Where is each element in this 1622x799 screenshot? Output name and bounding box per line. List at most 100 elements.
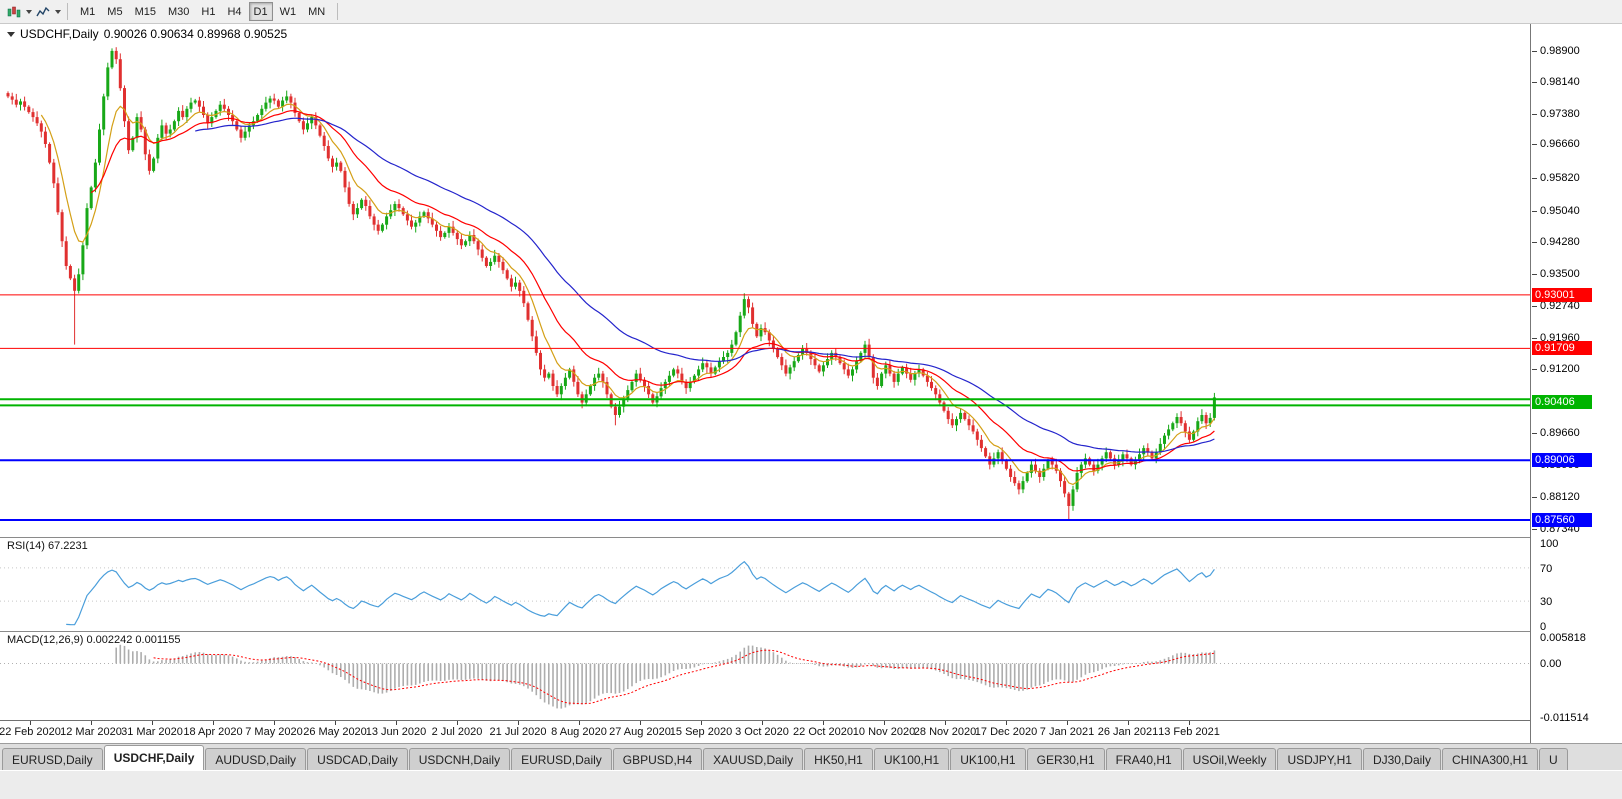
date-label: 21 Jul 2020 xyxy=(489,726,547,738)
price-tick-label: 0.89660 xyxy=(1540,427,1580,439)
rsi-indicator-pane[interactable]: RSI(14) 67.2231 xyxy=(0,538,1530,631)
date-tick-mark xyxy=(335,721,336,725)
symbol-tab-usdcad-daily[interactable]: USDCAD,Daily xyxy=(307,748,408,770)
price-line-value-badge[interactable]: 0.93001 xyxy=(1532,288,1592,302)
price-line-value-badge[interactable]: 0.89006 xyxy=(1532,453,1592,467)
date-tick-mark xyxy=(884,721,885,725)
top-toolbar: M1 M5 M15 M30 H1 H4 D1 W1 MN xyxy=(0,0,1622,24)
date-tick-mark xyxy=(274,721,275,725)
timeframe-button-m30[interactable]: M30 xyxy=(167,5,190,18)
symbol-tab-eurusd-daily[interactable]: EURUSD,Daily xyxy=(2,748,103,770)
candlestick-chart-canvas[interactable] xyxy=(0,24,1530,537)
symbol-tab-usdcnh-daily[interactable]: USDCNH,Daily xyxy=(408,748,511,770)
macd-canvas[interactable] xyxy=(0,632,1530,720)
date-label: 15 Sep 2020 xyxy=(669,726,733,738)
axis-splitter xyxy=(0,720,1622,721)
macd-scale-label: -0.011514 xyxy=(1540,712,1589,724)
toolbar-separator xyxy=(337,3,339,20)
symbol-tab-china300-h1[interactable]: CHINA300,H1 xyxy=(1441,748,1539,770)
date-label: 18 Apr 2020 xyxy=(183,726,243,738)
symbol-tab-usoil-weekly[interactable]: USOil,Weekly xyxy=(1182,748,1277,770)
moving-average-line-20 xyxy=(90,110,1215,472)
symbol-tab-usdjpy-h1[interactable]: USDJPY,H1 xyxy=(1277,748,1362,770)
symbol-tab-uk100-h1[interactable]: UK100,H1 xyxy=(950,748,1026,770)
date-label: 13 Jun 2020 xyxy=(365,726,427,738)
price-tick-label: 0.91200 xyxy=(1540,363,1580,375)
timeframe-button-mn[interactable]: MN xyxy=(308,5,326,18)
price-axis[interactable]: 0.98900 0.98140 0.97380 0.96660 0.95820 0.950… xyxy=(1530,24,1622,743)
symbol-tab-hk50-h1[interactable]: HK50,H1 xyxy=(804,748,873,770)
symbol-tab-audusd-daily[interactable]: AUDUSD,Daily xyxy=(205,748,307,770)
symbol-tab-xauusd-daily[interactable]: XAUUSD,Daily xyxy=(703,748,804,770)
date-label: 31 Mar 2020 xyxy=(121,726,183,738)
timeframe-button-h1[interactable]: H1 xyxy=(201,5,216,18)
rsi-scale-label: 100 xyxy=(1540,538,1559,550)
horizontal-line-objects[interactable] xyxy=(0,294,1530,521)
date-label: 27 Aug 2020 xyxy=(609,726,671,738)
price-line-value-badge[interactable]: 0.90406 xyxy=(1532,395,1592,409)
macd-scale-label: 0.005818 xyxy=(1540,632,1586,644)
price-tick-label: 0.98140 xyxy=(1540,76,1580,88)
date-label: 26 May 2020 xyxy=(303,726,367,738)
pane-splitter[interactable] xyxy=(0,537,1622,538)
macd-histogram xyxy=(115,644,1216,709)
timeframe-button-m5[interactable]: M5 xyxy=(107,5,123,18)
date-label: 3 Oct 2020 xyxy=(735,726,789,738)
timeframe-button-m15[interactable]: M15 xyxy=(134,5,156,18)
chart-template-dropdown-icon[interactable] xyxy=(55,9,61,14)
moving-average-line-45 xyxy=(195,117,1215,453)
date-tick-mark xyxy=(518,721,519,725)
date-label: 10 Nov 2020 xyxy=(852,726,916,738)
date-tick-mark xyxy=(945,721,946,725)
symbol-tab-eurusd-daily[interactable]: EURUSD,Daily xyxy=(511,748,612,770)
symbol-tab-dj30-daily[interactable]: DJ30,Daily xyxy=(1362,748,1441,770)
symbol-tab-usdchf-daily[interactable]: USDCHF,Daily xyxy=(103,745,205,770)
price-tick-mark xyxy=(1532,274,1537,275)
date-label: 28 Nov 2020 xyxy=(913,726,977,738)
symbol-tab-uk100-h1[interactable]: UK100,H1 xyxy=(873,748,950,770)
price-line-value-badge[interactable]: 0.91709 xyxy=(1532,341,1592,355)
price-tick-label: 0.95820 xyxy=(1540,172,1580,184)
price-tick-label: 0.92740 xyxy=(1540,300,1580,312)
collapse-chart-icon[interactable] xyxy=(7,31,15,37)
price-tick-mark xyxy=(1532,369,1537,370)
price-tick-label: 0.88120 xyxy=(1540,491,1580,503)
chart-ohlc-values: 0.90026 0.90634 0.89968 0.90525 xyxy=(103,27,288,41)
price-tick-label: 0.94280 xyxy=(1540,236,1580,248)
date-label: 17 Dec 2020 xyxy=(974,726,1038,738)
date-label: 7 Jan 2021 xyxy=(1039,726,1095,738)
date-label: 26 Jan 2021 xyxy=(1097,726,1159,738)
timeframe-button-m1[interactable]: M1 xyxy=(80,5,96,18)
macd-indicator-pane[interactable]: MACD(12,26,9) 0.002242 0.001155 xyxy=(0,632,1530,720)
date-tick-mark xyxy=(91,721,92,725)
time-axis[interactable]: 22 Feb 2020 12 Mar 2020 31 Mar 2020 18 Apr … xyxy=(0,721,1530,743)
price-tick-label: 0.98900 xyxy=(1540,45,1580,57)
chart-template-icon[interactable] xyxy=(32,2,54,22)
symbol-tab-gbpusd-h4[interactable]: GBPUSD,H4 xyxy=(612,748,703,770)
date-tick-mark xyxy=(579,721,580,725)
timeframe-button-h4[interactable]: H4 xyxy=(227,5,242,18)
symbol-tab-fra40-h1[interactable]: FRA40,H1 xyxy=(1105,748,1182,770)
rsi-canvas[interactable] xyxy=(0,538,1530,631)
price-line-value-badge[interactable]: 0.87560 xyxy=(1532,513,1592,527)
chart-type-icon[interactable] xyxy=(3,2,25,22)
date-label: 8 Aug 2020 xyxy=(551,726,607,738)
date-tick-mark xyxy=(823,721,824,725)
timeframe-button-d1[interactable]: D1 xyxy=(248,2,273,21)
rsi-line xyxy=(66,560,1215,626)
timeframe-button-w1[interactable]: W1 xyxy=(279,5,297,18)
date-tick-mark xyxy=(1006,721,1007,725)
timeframe-button-group: M1 M5 M15 M30 H1 H4 D1 W1 MN xyxy=(74,2,331,21)
chart-type-dropdown-icon[interactable] xyxy=(26,9,32,14)
price-chart-pane[interactable]: USDCHF,Daily 0.90026 0.90634 0.89968 0.9… xyxy=(0,24,1530,537)
rsi-scale-label: 70 xyxy=(1540,563,1553,575)
pane-splitter[interactable] xyxy=(0,631,1622,632)
price-tick-mark xyxy=(1532,433,1537,434)
symbol-tab-ger30-h1[interactable]: GER30,H1 xyxy=(1026,748,1105,770)
symbol-tab-u[interactable]: U xyxy=(1539,748,1568,770)
date-label: 7 May 2020 xyxy=(245,726,303,738)
date-label: 22 Feb 2020 xyxy=(0,726,61,738)
rsi-scale-label: 0 xyxy=(1540,621,1547,633)
price-tick-mark xyxy=(1532,529,1537,530)
